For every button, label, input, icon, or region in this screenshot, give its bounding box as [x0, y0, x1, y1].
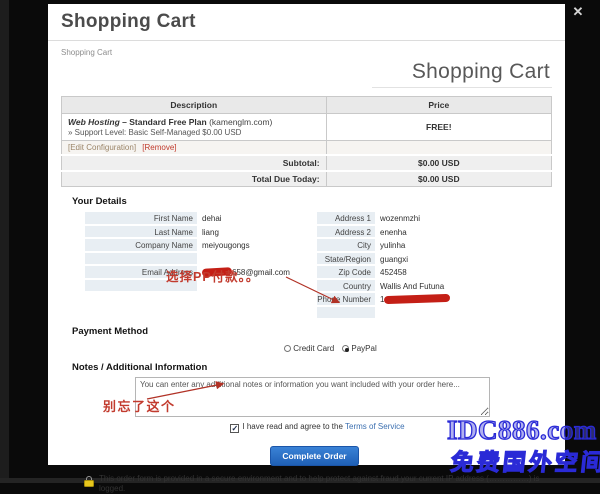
page-title: Shopping Cart [48, 4, 565, 41]
detail-value: wozenmzhi [380, 214, 421, 223]
cart-item-price: FREE! [325, 113, 553, 141]
edit-configuration-link[interactable]: [Edit Configuration] [68, 143, 137, 152]
secure-notice-row: This order form is provided in a secure … [84, 474, 552, 494]
detail-value: liang [202, 227, 219, 237]
detail-label: Address 1 [317, 212, 375, 224]
cart-config-row: [Edit Configuration] [Remove] [61, 140, 553, 156]
subtotal-value: $0.00 USD [325, 154, 553, 172]
detail-row-email: Email Address 658@gmail.com [85, 266, 317, 278]
detail-label: Phone Number [317, 293, 375, 305]
detail-value: guangxi [380, 254, 409, 264]
detail-value: enenha [380, 227, 407, 237]
detail-value [197, 280, 202, 292]
secure-notice-text: This order form is provided in a secure … [99, 474, 540, 493]
detail-value: meiyougongs [202, 241, 250, 250]
paypal-label: PayPal [351, 344, 377, 353]
detail-value: yulinha [380, 241, 406, 250]
detail-row-state: State/Region guangxi [317, 252, 552, 264]
paypal-radio[interactable] [342, 345, 350, 352]
detail-row-zip: Zip Code 452458 [317, 266, 552, 278]
details-right-column: Address 1 wozenmzhi Address 2 enenha Cit… [317, 212, 552, 320]
column-header-price: Price [325, 96, 553, 114]
detail-row-first-name: First Name dehai [85, 212, 317, 224]
notes-heading: Notes / Additional Information [72, 362, 208, 373]
terms-row: ✓ I have read and agree to the Terms of S… [48, 422, 565, 433]
detail-label [85, 252, 197, 264]
product-domain: (kamenglm.com) [209, 117, 273, 127]
detail-label: First Name [85, 212, 197, 224]
detail-row-blank [317, 306, 552, 319]
detail-row-company-name: Company Name meiyougongs [85, 239, 317, 251]
product-addon: » Support Level: Basic Self-Managed $0.0… [68, 128, 242, 137]
paypal-option[interactable]: PayPal [342, 344, 377, 353]
detail-row-country: Country Wallis And Futuna [317, 279, 552, 291]
close-icon[interactable]: ✕ [572, 4, 584, 19]
detail-row-last-name: Last Name liang [85, 225, 317, 237]
details-left-column: First Name dehai Last Name liang Company… [85, 212, 317, 320]
remove-link[interactable]: [Remove] [142, 143, 177, 152]
terms-of-service-link[interactable]: Terms of Service [345, 422, 405, 431]
detail-row-blank [85, 252, 317, 265]
cart-table: Description Price Web Hosting – Standard… [61, 96, 553, 187]
subtotal-label: Subtotal: [61, 154, 327, 172]
detail-label: Country [317, 279, 375, 291]
total-row: Total Due Today: $0.00 USD [61, 170, 553, 187]
detail-label: City [317, 239, 375, 251]
your-details-heading: Your Details [72, 196, 127, 207]
cart-table-header-row: Description Price [61, 96, 553, 114]
your-details: First Name dehai Last Name liang Company… [85, 212, 552, 320]
detail-value: 658@gmail.com [197, 266, 290, 278]
section-heading-shopping-cart: Shopping Cart [371, 60, 552, 88]
detail-label [317, 306, 375, 318]
cart-config-empty-cell [325, 140, 553, 156]
shopping-cart-modal: Shopping Cart Shopping Cart Shopping Car… [48, 4, 565, 493]
detail-label: Company Name [85, 239, 197, 251]
detail-row-address2: Address 2 enenha [317, 225, 552, 237]
redaction-scribble [384, 293, 451, 305]
detail-label: Email Address [85, 266, 197, 278]
credit-card-option[interactable]: Credit Card [284, 344, 334, 353]
total-value: $0.00 USD [325, 170, 553, 187]
detail-row-city: City yulinha [317, 239, 552, 251]
detail-label: Last Name [85, 225, 197, 237]
redaction-scribble [201, 267, 233, 277]
background-bottom-bar [0, 478, 600, 483]
detail-value [375, 307, 380, 319]
cart-config-links: [Edit Configuration] [Remove] [61, 140, 327, 156]
detail-value: 452458 [380, 268, 407, 277]
terms-checkbox[interactable]: ✓ [230, 424, 240, 433]
breadcrumb[interactable]: Shopping Cart [61, 48, 113, 57]
detail-row-blank [85, 279, 317, 292]
notes-textarea[interactable] [135, 377, 490, 417]
product-plan: – Standard Free Plan [119, 117, 210, 127]
cart-item-row: Web Hosting – Standard Free Plan (kameng… [61, 113, 553, 141]
terms-text: I have read and agree to the [242, 422, 346, 431]
payment-method-heading: Payment Method [72, 326, 149, 337]
detail-label: State/Region [317, 252, 375, 264]
detail-value: Wallis And Futuna [380, 281, 445, 291]
column-header-description: Description [61, 96, 327, 114]
payment-options: Credit Card PayPal [48, 344, 565, 353]
detail-row-address1: Address 1 wozenmzhi [317, 212, 552, 224]
background-left-sliver [0, 0, 9, 483]
total-label: Total Due Today: [61, 170, 327, 187]
detail-value: 1 [375, 293, 451, 305]
detail-value [197, 253, 202, 265]
complete-order-button[interactable]: Complete Order [270, 446, 359, 466]
detail-value: dehai [202, 214, 222, 223]
subtotal-row: Subtotal: $0.00 USD [61, 154, 553, 172]
credit-card-radio[interactable] [284, 345, 292, 352]
credit-card-label: Credit Card [293, 344, 335, 353]
detail-label: Zip Code [317, 266, 375, 278]
lock-icon [84, 476, 95, 488]
detail-label [85, 279, 197, 291]
detail-label: Address 2 [317, 225, 375, 237]
detail-row-phone: Phone Number 1 [317, 293, 552, 305]
cart-item-description: Web Hosting – Standard Free Plan (kameng… [61, 113, 327, 141]
product-name: Web Hosting [68, 117, 120, 127]
